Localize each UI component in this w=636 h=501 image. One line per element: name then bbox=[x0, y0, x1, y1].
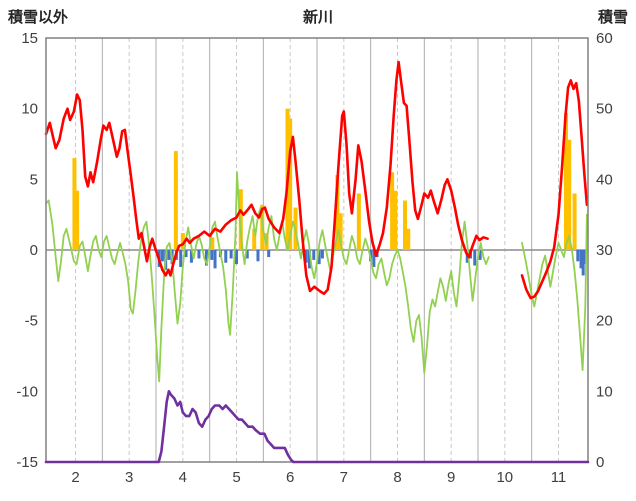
blue-bars bbox=[473, 250, 477, 266]
blue-bars bbox=[478, 250, 482, 260]
red-line bbox=[520, 79, 589, 300]
x-tick-label: 11 bbox=[551, 469, 567, 486]
orange-bars bbox=[75, 190, 80, 250]
blue-bars bbox=[179, 250, 183, 267]
chart-title: 新川 bbox=[302, 9, 333, 26]
blue-bars bbox=[304, 250, 308, 263]
y-right-tick-label: 10 bbox=[596, 383, 613, 400]
orange-bars bbox=[567, 139, 572, 250]
left-axis-title: 積雪以外 bbox=[8, 9, 69, 26]
green-line bbox=[45, 171, 490, 383]
orange-bars bbox=[406, 228, 411, 250]
blue-bars bbox=[245, 250, 249, 259]
y-right-tick-label: 20 bbox=[596, 313, 613, 330]
y-right-tick-label: 40 bbox=[596, 171, 613, 188]
y-left-tick-label: 0 bbox=[30, 242, 38, 259]
purple-line bbox=[44, 389, 590, 464]
right-axis-title: 積雪 bbox=[597, 9, 628, 26]
y-left-tick-label: -10 bbox=[16, 383, 38, 400]
orange-bars bbox=[356, 193, 361, 250]
x-tick-label: 4 bbox=[179, 469, 187, 486]
blue-bars bbox=[307, 250, 311, 269]
blue-bars bbox=[317, 250, 321, 265]
y-left-tick-label: 5 bbox=[30, 171, 38, 188]
y-right-tick-label: 30 bbox=[596, 242, 613, 259]
blue-bars bbox=[256, 250, 260, 262]
blue-bars bbox=[224, 250, 228, 263]
y-right-tick-label: 0 bbox=[596, 454, 604, 471]
blue-bars bbox=[213, 250, 217, 269]
blue-bars bbox=[204, 250, 208, 266]
y-left-tick-label: 15 bbox=[21, 30, 38, 47]
orange-bars bbox=[338, 213, 343, 250]
x-tick-label: 5 bbox=[232, 469, 240, 486]
blue-bars bbox=[167, 250, 171, 260]
orange-bars bbox=[563, 112, 568, 250]
blue-bars bbox=[372, 250, 376, 267]
y-right-tick-label: 50 bbox=[596, 101, 613, 118]
blue-bars bbox=[184, 250, 188, 258]
blue-bars bbox=[197, 250, 201, 259]
blue-bars bbox=[579, 250, 583, 269]
orange-bars bbox=[180, 233, 185, 250]
red-line bbox=[44, 60, 489, 296]
orange-bars bbox=[173, 151, 178, 250]
blue-bars bbox=[210, 250, 214, 260]
y-left-tick-label: -5 bbox=[25, 313, 38, 330]
y-left-tick-label: -15 bbox=[16, 454, 38, 471]
green-line bbox=[521, 213, 588, 372]
blue-bars bbox=[235, 250, 239, 265]
x-tick-label: 2 bbox=[71, 469, 79, 486]
blue-bars bbox=[576, 250, 580, 262]
blue-bars bbox=[189, 250, 193, 263]
orange-bars bbox=[572, 193, 577, 250]
orange-bars bbox=[72, 158, 77, 250]
orange-bars bbox=[335, 175, 340, 250]
orange-bars bbox=[252, 228, 257, 250]
x-tick-label: 10 bbox=[496, 469, 513, 486]
x-tick-label: 7 bbox=[340, 469, 348, 486]
blue-bars bbox=[320, 250, 324, 259]
orange-bars bbox=[393, 190, 398, 250]
x-tick-label: 6 bbox=[286, 469, 294, 486]
y-left-tick-label: 10 bbox=[21, 101, 38, 118]
y-right-tick-label: 60 bbox=[596, 30, 613, 47]
blue-bars bbox=[581, 250, 585, 276]
blue-bars bbox=[312, 250, 316, 260]
orange-bars bbox=[403, 200, 408, 250]
orange-bars bbox=[288, 118, 293, 250]
blue-bars bbox=[160, 250, 164, 262]
x-tick-label: 3 bbox=[125, 469, 133, 486]
x-tick-label: 8 bbox=[393, 469, 401, 486]
blue-bars bbox=[229, 250, 233, 259]
blue-bars bbox=[267, 250, 271, 258]
x-tick-label: 9 bbox=[447, 469, 455, 486]
orange-bars bbox=[390, 172, 395, 250]
orange-bars bbox=[210, 237, 215, 250]
